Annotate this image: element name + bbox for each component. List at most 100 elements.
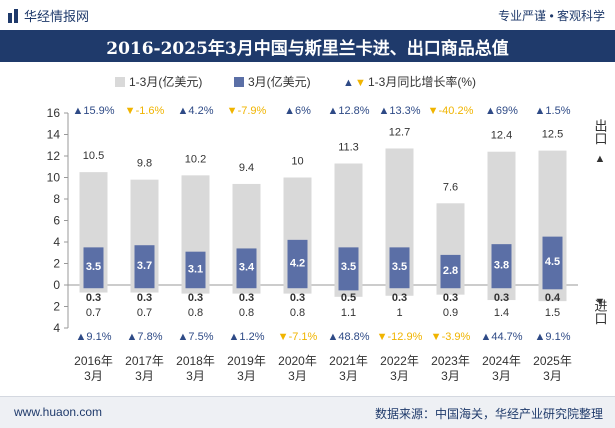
label-import-month: 0.5 [341,292,356,304]
x-tick-label: 2016年 3月 [74,354,113,383]
label-import-cum: 0.9 [443,307,458,319]
bar-export-month [185,251,206,285]
bar-export-month [389,247,410,285]
label-import-growth: ▲1.2% [229,331,265,343]
label-import-month: 0.4 [545,292,561,304]
bar-export-month [287,239,308,285]
footer-source: 数据来源：中国海关，华经产业研究院整理 [374,407,603,421]
bar-import-cum [232,285,261,294]
label-export-growth: ▲12.8% [327,105,369,117]
bar-import-month [542,285,563,290]
label-import-month: 0.3 [443,292,458,304]
bar-export-month [134,245,155,285]
label-import-cum: 0.8 [239,307,254,319]
label-export-growth: ▲69% [485,105,518,117]
y-tick-label: 2 [53,257,60,271]
label-export-growth: ▼-7.9% [227,105,267,117]
label-import-growth: ▲7.5% [178,331,214,343]
legend-label-month: 3月(亿美元) [248,74,311,89]
legend-swatch-month [234,77,244,87]
bar-import-month [134,285,155,289]
label-export-cum: 11.3 [338,142,359,154]
label-import-cum: 0.7 [86,307,101,319]
label-export-cum: 12.5 [542,129,563,141]
label-export-growth: ▼-40.2% [428,105,474,117]
y-tick-label: 10 [47,171,61,185]
x-tick-label: 2017年 3月 [125,354,164,383]
label-export-cum: 9.8 [137,158,152,170]
brand: 华经情报网 [8,6,89,25]
x-tick-label: 2022年 3月 [380,354,419,383]
x-tick-label: 2019年 3月 [227,354,266,383]
label-import-cum: 0.8 [188,307,203,319]
label-import-growth: ▲9.1% [535,331,571,343]
y-tick-label: 16 [47,106,61,120]
bar-import-cum [436,285,465,295]
label-import-cum: 0.8 [290,307,305,319]
label-export-growth: ▲1.5% [535,105,571,117]
label-import-month: 0.3 [290,292,305,304]
label-export-growth: ▲15.9% [72,105,114,117]
tagline: 专业严谨 • 客观科学 [498,9,605,23]
bar-import-month [440,285,461,289]
label-import-growth: ▼-3.9% [431,331,471,343]
x-tick-label: 2021年 3月 [329,354,368,383]
bar-export-month [491,244,512,285]
label-export-cum: 12.7 [389,126,410,138]
bar-export-month [338,247,359,285]
brand-logo-icon [8,8,18,23]
bar-import-month [185,285,206,289]
bar-import-cum [487,285,516,301]
legend-swatch-cum [115,77,125,87]
label-import-month: 0.3 [137,292,152,304]
x-tick-label: 2018年 3月 [176,354,215,383]
label-export-month: 4.2 [290,257,305,269]
label-import-growth: ▼-12.9% [377,331,423,343]
label-import-cum: 1.4 [494,307,509,319]
bar-import-month [389,285,410,289]
top-bar: 华经情报网 专业严谨 • 客观科学 [0,0,615,30]
label-import-cum: 0.7 [137,307,152,319]
bar-import-cum [181,285,210,294]
label-export-cum: 7.6 [443,181,458,193]
x-tick-label: 2023年 3月 [431,354,470,383]
label-export-month: 4.5 [545,256,560,268]
bar-import-month [236,285,257,289]
bar-import-month [338,285,359,291]
label-export-month: 3.5 [86,261,101,273]
y-tick-label: 0 [53,278,60,292]
label-import-month: 0.3 [494,292,509,304]
bar-import-month [287,285,308,289]
bar-export-month [236,248,257,285]
y-tick-label: 8 [53,192,60,206]
bar-import-cum [334,285,363,297]
label-export-month: 3.1 [188,263,203,275]
bar-import-cum [130,285,159,293]
label-import-growth: ▲44.7% [480,331,522,343]
label-import-growth: ▲48.8% [327,331,369,343]
side-arrow-up-icon: ▲ [595,153,606,165]
bar-export-month [542,236,563,285]
label-import-cum: 1.5 [545,307,560,319]
bar-import-cum [79,285,108,293]
chart-title: 2016-2025年3月中国与斯里兰卡进、出口商品总值 [0,30,615,62]
x-tick-label: 2025年 3月 [533,354,572,383]
y-tick-label: 14 [47,128,61,142]
y-tick-label: 4 [53,321,60,335]
side-arrow-down-icon: ▼ [595,296,606,308]
label-import-month: 0.3 [188,292,203,304]
bar-import-cum [385,285,414,296]
y-tick-label: 12 [47,149,61,163]
legend-label-cum: 1-3月(亿美元) [129,74,202,89]
label-export-growth: ▼-1.6% [125,105,165,117]
footer: www.huaon.com 数据来源：中国海关，华经产业研究院整理 [0,396,615,428]
side-label-export: 出口 [593,119,608,145]
label-export-cum: 9.4 [239,162,254,174]
x-tick-label: 2020年 3月 [278,354,317,383]
chart-area: 1-3月(亿美元) 3月(亿美元) ▲ ▼ 1-3月同比增长率(%)1614121086… [47,74,608,383]
label-import-cum: 1 [396,307,402,319]
label-import-month: 0.3 [86,292,101,304]
label-export-month: 2.8 [443,265,458,277]
label-export-cum: 10.5 [83,150,104,162]
label-export-month: 3.5 [392,261,407,273]
